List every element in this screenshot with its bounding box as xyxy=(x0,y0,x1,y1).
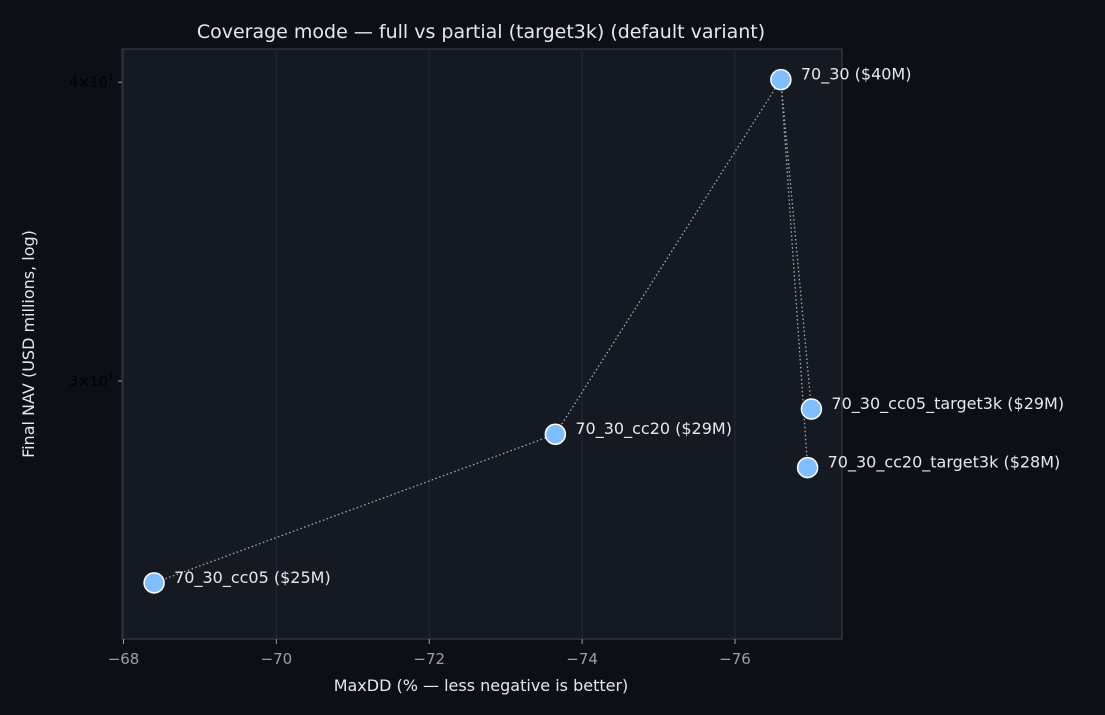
x-tick-label: −76 xyxy=(719,650,751,668)
data-point-70_30_cc20 xyxy=(544,423,567,445)
data-point-70_30 xyxy=(770,68,792,91)
connector-line xyxy=(780,79,813,410)
y-axis-ticks: 3×101 4×101 xyxy=(69,72,122,390)
connector-line xyxy=(153,433,556,584)
data-point-70_30_cc05_target3k xyxy=(800,398,823,420)
data-point-70_30_cc05 xyxy=(143,572,165,594)
point-label-70_30_cc05_target3k: 70_30_cc05_target3k ($29M) xyxy=(831,394,1064,414)
y-tick-label: 4×101 xyxy=(69,72,114,91)
x-tick-label: −72 xyxy=(413,650,445,668)
x-axis-ticks: −68 −70 −72 −74 −76 xyxy=(108,639,751,668)
x-tick-label: −70 xyxy=(261,650,293,668)
data-points xyxy=(143,68,823,594)
point-label-70_30_cc20_target3k: 70_30_cc20_target3k ($28M) xyxy=(828,453,1061,473)
point-label-70_30_cc20: 70_30_cc20 ($29M) xyxy=(575,419,732,439)
x-tick-label: −74 xyxy=(566,650,598,668)
x-axis-label: MaxDD (% — less negative is better) xyxy=(334,676,629,695)
plot-area xyxy=(121,48,843,640)
point-label-70_30: 70_30 ($40M) xyxy=(801,65,912,85)
data-point-70_30_cc20_target3k xyxy=(796,456,819,479)
y-axis-label: Final NAV (USD millions, log) xyxy=(19,230,38,458)
point-label-70_30_cc05: 70_30_cc05 ($25M) xyxy=(174,568,331,588)
grid-lines xyxy=(123,49,736,639)
chart-title: Coverage mode — full vs partial (target3… xyxy=(197,21,765,43)
y-tick-label: 3×101 xyxy=(69,371,114,390)
point-labels: 70_30 ($40M) 70_30_cc05 ($25M) 70_30_cc20 … xyxy=(174,65,1064,588)
x-tick-label: −68 xyxy=(108,650,140,668)
